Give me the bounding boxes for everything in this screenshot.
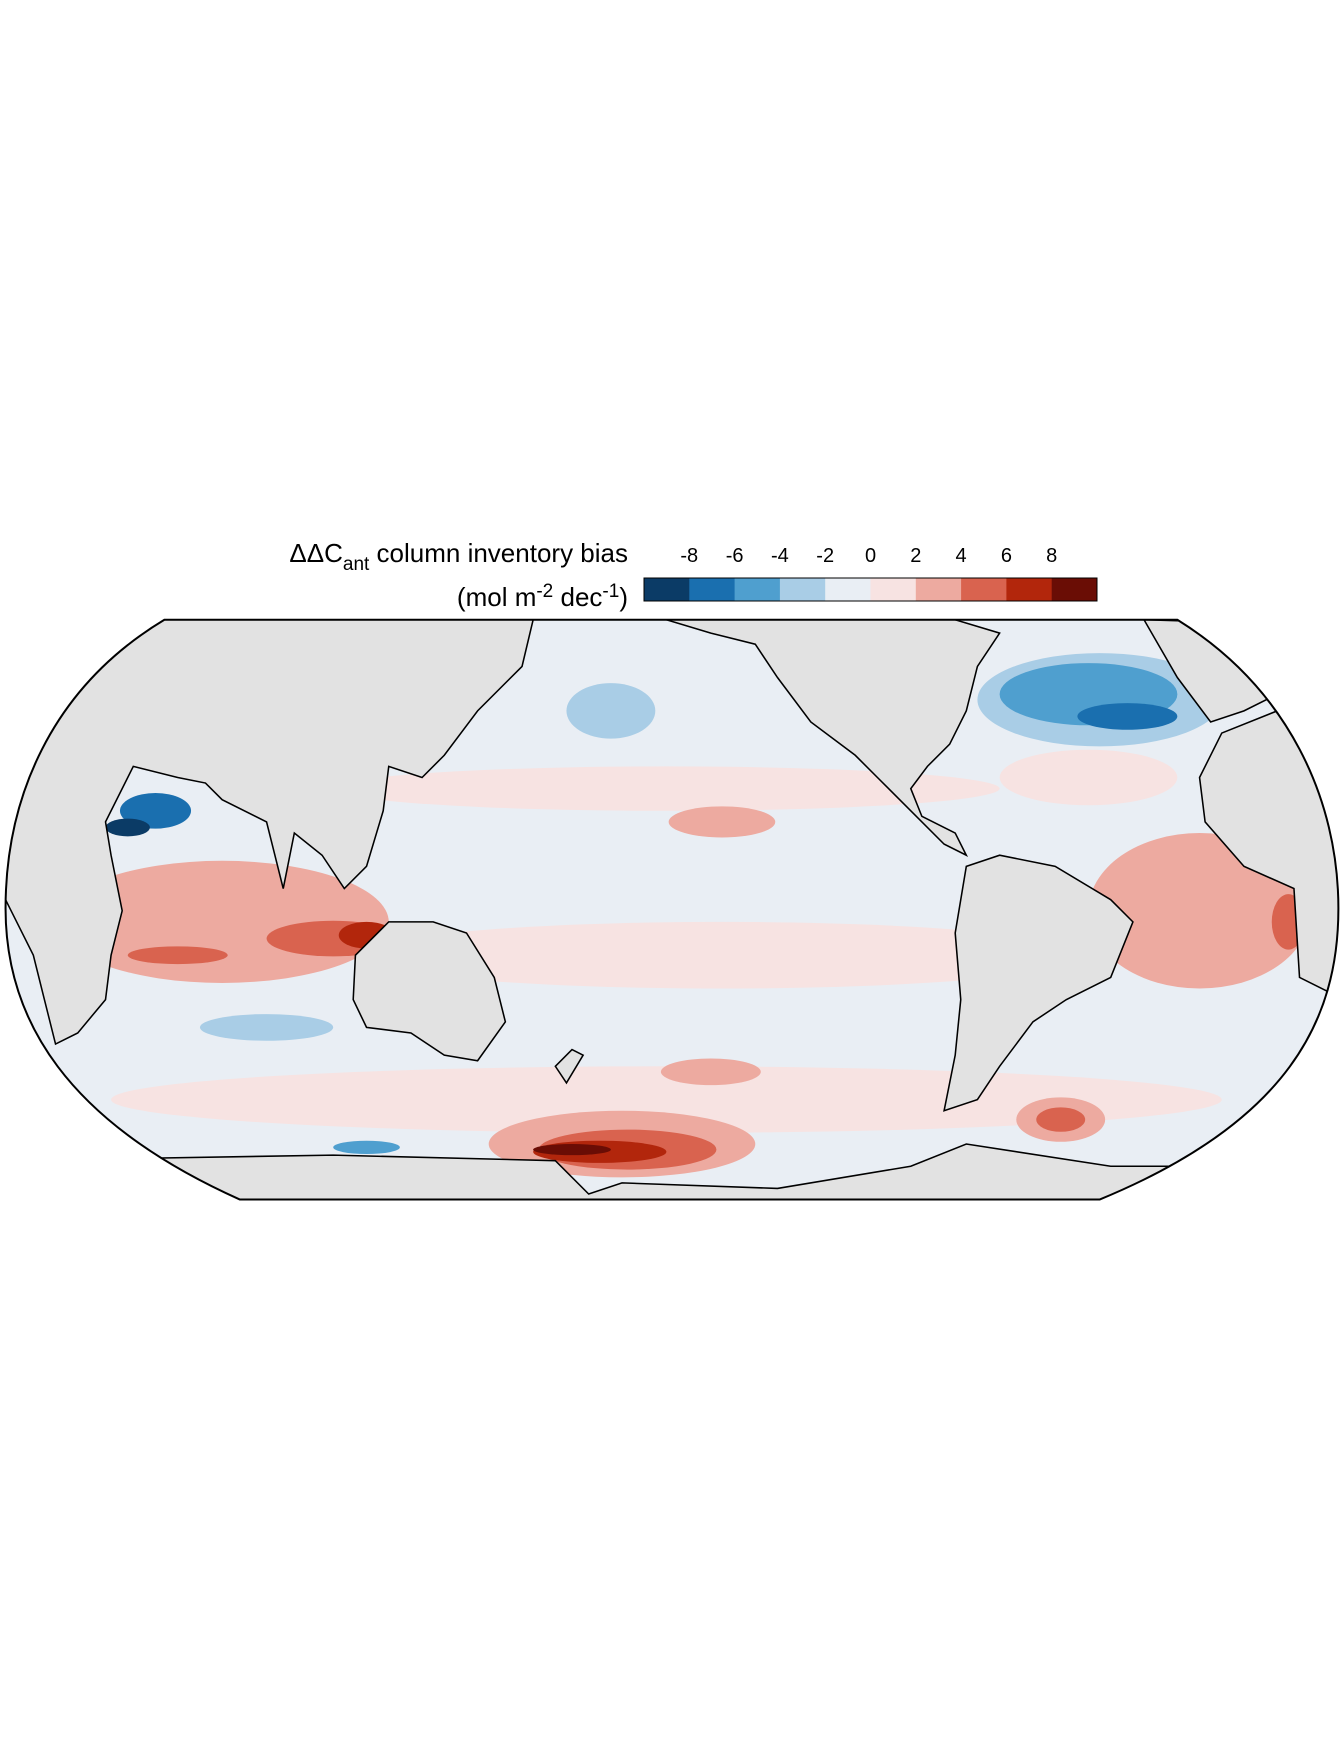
- anomaly: [105, 818, 150, 837]
- map: [4, 618, 1340, 1201]
- land: [666, 619, 1001, 857]
- anomaly: [199, 1014, 334, 1041]
- anomaly: [111, 1066, 1222, 1133]
- anomaly: [333, 1140, 400, 1155]
- colorbar-tick-label: 4: [956, 545, 967, 567]
- units-superscript: -2: [536, 581, 553, 602]
- colorbar-tick-label: 6: [1001, 545, 1012, 567]
- anomaly: [566, 683, 656, 739]
- colorbar-segment: [734, 578, 781, 601]
- legend-title: ΔΔCant column inventory bias: [289, 538, 628, 575]
- anomaly: [999, 749, 1178, 806]
- colorbar-segment: [689, 578, 736, 601]
- colorbar-segment: [1006, 578, 1053, 601]
- title-part: ΔΔC: [289, 538, 343, 568]
- colorbar-tick-label: 0: [865, 545, 876, 567]
- colorbar-tick-label: 2: [910, 545, 921, 567]
- colorbar-tick-label: 8: [1046, 545, 1057, 567]
- colorbar-tick-label: -8: [680, 545, 698, 567]
- units-part: (mol m: [457, 582, 536, 612]
- anomaly: [668, 806, 776, 838]
- units-part: ): [619, 582, 628, 612]
- colorbar-tick-label: -6: [726, 545, 744, 567]
- anomaly: [660, 1058, 761, 1086]
- land: [943, 854, 1134, 1112]
- land: [5, 1143, 1339, 1200]
- colorbar-frame: [643, 577, 1098, 602]
- map-field: [5, 619, 1339, 1200]
- anomaly: [333, 766, 1000, 811]
- colorbar-segment: [915, 578, 962, 601]
- land: [352, 921, 507, 1062]
- colorbar-segment: [1051, 578, 1098, 601]
- colorbar-segment: [961, 578, 1007, 601]
- units-part: dec: [553, 582, 602, 612]
- units-superscript: -1: [602, 581, 619, 602]
- title-part: column inventory bias: [369, 538, 628, 568]
- anomaly: [533, 1144, 611, 1156]
- colorbar-segment: [644, 578, 690, 601]
- anomaly: [1036, 1107, 1086, 1132]
- anomaly: [355, 921, 1089, 989]
- map-border: [4, 618, 1340, 1201]
- colorbar-segment: [870, 578, 917, 601]
- colorbar-tick-label: -4: [771, 545, 789, 567]
- land: [1198, 710, 1339, 1001]
- anomaly: [1077, 703, 1178, 730]
- colorbar-segment: [779, 578, 826, 601]
- anomaly: [127, 946, 228, 965]
- colorbar-tick-label: -2: [816, 545, 834, 567]
- land: [554, 1048, 585, 1085]
- colorbar: -8 -6 -4 -2 0 2 4 6 8: [643, 545, 1098, 602]
- title-subscript: ant: [343, 554, 370, 575]
- colorbar-segment: [825, 578, 871, 601]
- land: [5, 619, 535, 1046]
- legend-units: (mol m-2 dec-1): [457, 581, 628, 612]
